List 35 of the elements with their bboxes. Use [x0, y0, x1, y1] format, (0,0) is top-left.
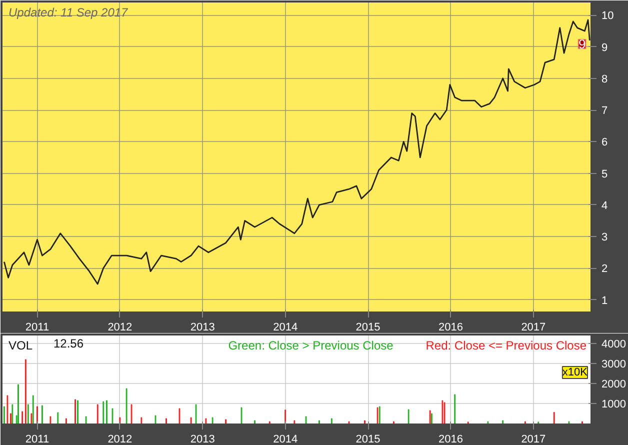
x-tick-label: 2017	[521, 322, 546, 334]
x-tick-label: 2011	[25, 322, 50, 334]
y-tick-label: 2	[602, 263, 608, 276]
x-tick-label: 2014	[273, 434, 298, 445]
annotation: Updated: 11 Sep 2017	[8, 6, 130, 20]
x-tick-label: 2015	[356, 434, 380, 445]
y-tick-label: 8	[602, 73, 608, 86]
x-tick-label: 2016	[438, 434, 463, 445]
y-tick-label: 4000	[602, 338, 626, 350]
x-tick-label: 2011	[25, 434, 50, 445]
x-tick-label: 2017	[521, 434, 546, 445]
x-tick-label: 2013	[190, 434, 215, 445]
annotation: 12.56	[54, 336, 84, 350]
y-tick-label: 5	[602, 168, 608, 180]
y-tick-label: 3	[602, 232, 608, 244]
x-tick-label: 2012	[108, 322, 132, 334]
y-tick-label: 1	[602, 294, 608, 307]
x-tick-label: 2013	[190, 322, 215, 334]
text: Green: Close > Previous Close	[228, 338, 394, 352]
y-tick-label: 3000	[602, 358, 626, 370]
line-series	[3, 19, 590, 285]
annotation: VOL	[8, 338, 33, 352]
y-tick-label: 1000	[602, 398, 626, 410]
x-tick-label: 2015	[356, 322, 380, 334]
y-tick-label: 6	[602, 136, 608, 149]
y-tick-label: 4	[602, 200, 608, 212]
y-tick-label: 7	[602, 105, 608, 118]
text: Red: Close <= Previous Close	[426, 338, 587, 352]
y-tick-label: 2000	[602, 378, 626, 390]
x-tick-label: 2014	[273, 322, 298, 334]
x-tick-label: 2012	[108, 434, 132, 445]
x-tick-label: 2016	[438, 322, 463, 334]
y-tick-label: 10	[602, 10, 614, 22]
y-tick-label: 9	[602, 42, 608, 54]
annotation: 9	[578, 36, 586, 52]
